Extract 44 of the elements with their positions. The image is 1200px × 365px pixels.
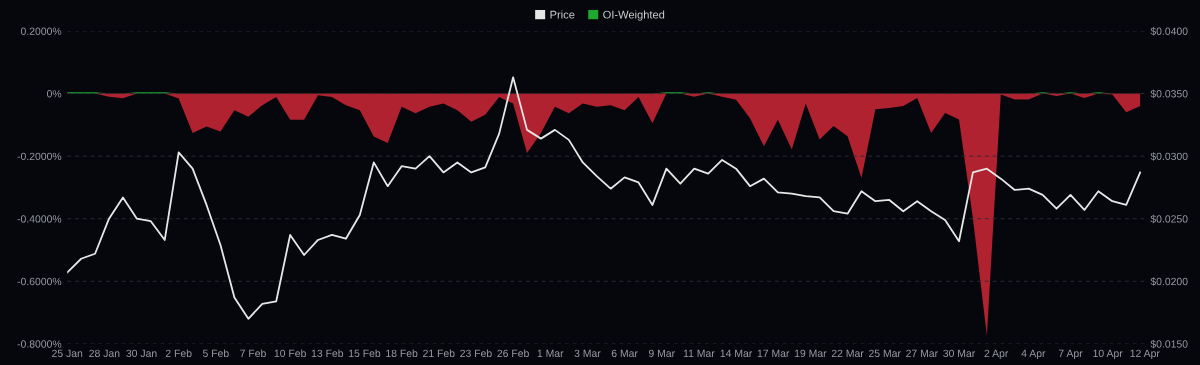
x-tick-label: 1 Mar: [537, 349, 564, 358]
x-tick-label: 22 Mar: [831, 349, 864, 358]
x-tick-label: 25 Jan: [52, 349, 83, 358]
x-tick-label: 28 Jan: [89, 349, 120, 358]
y2-tick-label: $0.0250: [1150, 214, 1188, 224]
y-tick-label: -0.6000%: [17, 277, 62, 286]
x-tick-label: 12 Apr: [1130, 349, 1160, 360]
x-tick-label: 5 Feb: [202, 349, 229, 358]
x-tick-label: 18 Feb: [386, 349, 418, 358]
x-tick-label: 6 Mar: [611, 349, 638, 358]
x-tick-label: 7 Apr: [1058, 349, 1083, 360]
y2-tick-label: $0.0400: [1150, 27, 1188, 36]
x-tick-label: 21 Feb: [423, 349, 455, 358]
x-tick-label: 2 Feb: [165, 349, 192, 358]
x-tick-label: 2 Apr: [984, 349, 1009, 360]
y-tick-label: -0.4000%: [17, 215, 62, 223]
x-tick-label: 27 Mar: [906, 349, 938, 358]
x-tick-label: 30 Mar: [943, 349, 976, 358]
x-tick-label: 9 Mar: [648, 349, 675, 358]
y-tick-label: 0%: [47, 90, 62, 98]
x-tick-label: 30 Jan: [126, 349, 157, 358]
y2-tick-label: $0.0150: [1150, 339, 1188, 349]
x-tick-label: 10 Feb: [274, 349, 306, 358]
x-tick-label: 17 Mar: [757, 349, 790, 358]
x-tick-label: 4 Apr: [1021, 349, 1046, 360]
x-tick-label: 11 Mar: [683, 349, 715, 358]
y-tick-label: -0.2000%: [17, 152, 62, 161]
legend-label: Price: [550, 10, 575, 19]
x-tick-label: 14 Mar: [720, 349, 753, 358]
x-tick-label: 15 Feb: [349, 349, 381, 358]
x-tick-label: 3 Mar: [574, 349, 601, 358]
y2-tick-label: $0.0200: [1150, 277, 1188, 286]
x-tick-label: 7 Feb: [240, 349, 266, 358]
x-tick-label: 13 Feb: [311, 349, 344, 358]
legend-label: OI-Weighted: [603, 10, 665, 21]
y-tick-label: -0.8000%: [17, 340, 62, 348]
y2-tick-label: $0.0350: [1150, 89, 1188, 99]
x-tick-label: 25 Mar: [869, 349, 901, 358]
x-tick-label: 10 Apr: [1093, 349, 1123, 360]
y2-tick-label: $0.0300: [1150, 152, 1188, 161]
x-tick-label: 23 Feb: [460, 349, 492, 358]
y-tick-label: 0.2000%: [20, 27, 62, 35]
x-tick-label: 19 Mar: [794, 349, 827, 358]
x-tick-label: 26 Feb: [497, 349, 529, 358]
